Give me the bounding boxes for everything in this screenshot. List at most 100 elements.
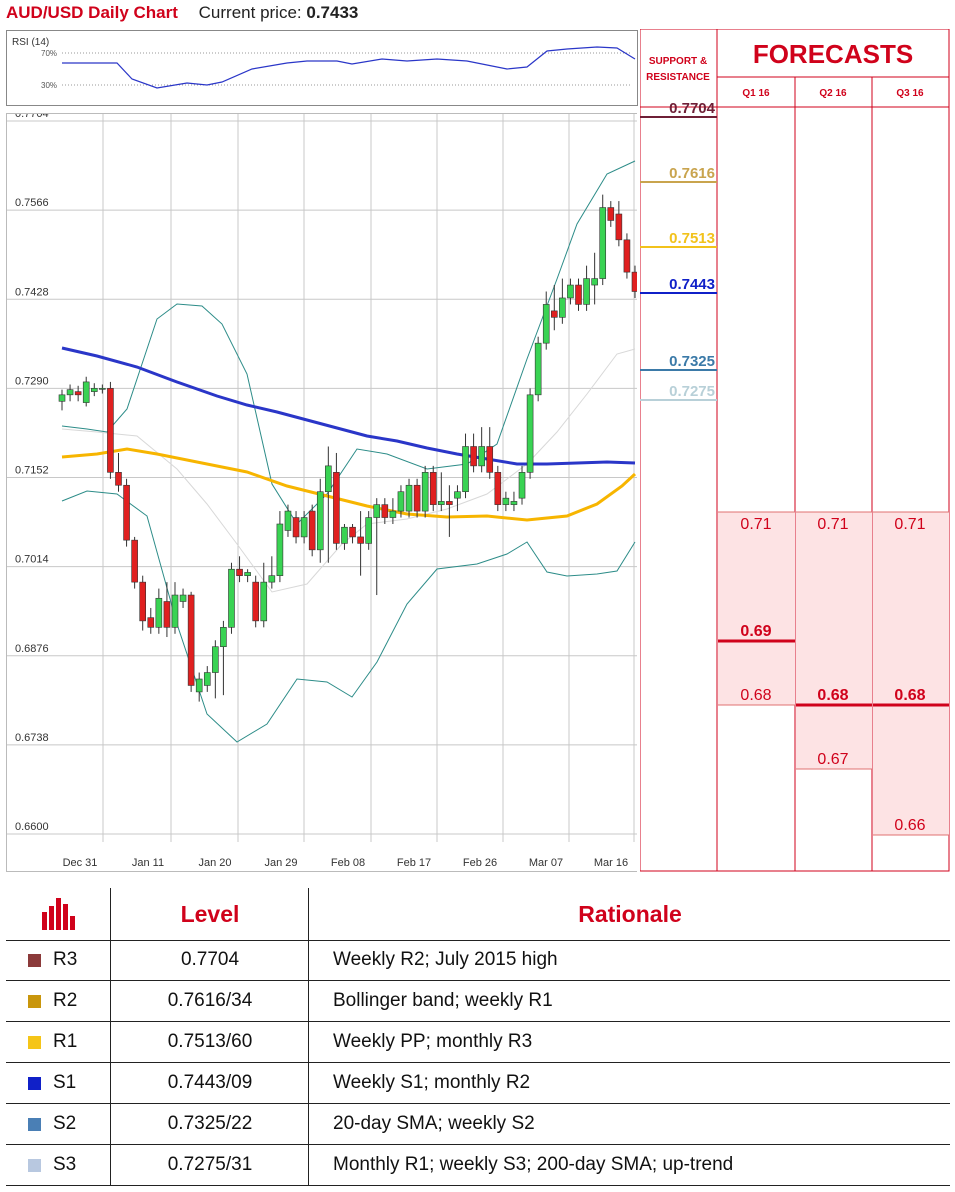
price-value: 0.7433	[306, 3, 359, 22]
level-rationale: Weekly S1; monthly R2	[308, 1063, 951, 1103]
candle-body	[357, 536, 364, 544]
candle-body	[252, 581, 259, 622]
candle-body	[316, 491, 324, 551]
main-chart: 0.7704 0.7566 0.7428 0.7290 0.7152 0.7014 0.68…	[6, 108, 639, 872]
bollinger-lower-line	[61, 490, 636, 743]
level-label: S1	[53, 1072, 77, 1093]
candle-body	[74, 391, 82, 396]
candle-body	[389, 510, 397, 518]
candle-body	[155, 597, 163, 628]
candle-body	[502, 497, 510, 505]
candle-body	[494, 472, 502, 505]
candle-body	[421, 472, 429, 512]
level-label: S2	[53, 1113, 77, 1134]
candle-body	[438, 501, 445, 505]
level-swatch	[28, 1076, 41, 1090]
candle-body	[276, 523, 284, 576]
candle-body	[599, 207, 607, 279]
sr-title-1: SUPPORT &	[649, 56, 707, 67]
candle-body	[365, 517, 372, 544]
candle-body	[518, 472, 526, 499]
level-header: Level	[110, 888, 309, 940]
quarter-q3: Q3 16	[896, 88, 924, 99]
x-tick-label: Dec 31	[63, 857, 98, 869]
candle-body	[308, 510, 316, 551]
candle-body	[147, 617, 155, 628]
q2-forecast-range	[796, 512, 872, 769]
candle-body	[325, 465, 332, 493]
level-value: 0.7443/09	[110, 1063, 309, 1103]
table-row: S2 0.7325/22 20-day SMA; weekly S2	[6, 1104, 950, 1145]
candle-body	[349, 526, 356, 538]
candle-body	[236, 568, 243, 576]
sr-levels: 0.7704 0.7616 0.7513 0.7443 0.7325 0.7275	[640, 100, 717, 401]
level-label-cell: S3	[28, 1145, 110, 1185]
grid	[7, 114, 637, 842]
candle-body	[268, 575, 276, 583]
candle-body	[575, 284, 582, 305]
level-rationale: Bollinger band; weekly R1	[308, 981, 951, 1021]
y-tick-label: 0.7014	[15, 554, 49, 566]
rationale-header: Rationale	[308, 888, 951, 940]
candle-body	[228, 568, 235, 628]
candle-body	[373, 504, 381, 518]
level-value: 0.7513/60	[110, 1022, 309, 1062]
sma-50-line	[61, 447, 637, 522]
y-tick-label: 0.6600	[15, 821, 49, 833]
candle-body	[123, 484, 130, 541]
candle-body	[470, 446, 477, 467]
x-tick-label: Feb 17	[397, 857, 431, 869]
q1-high: 0.71	[740, 516, 771, 533]
x-axis: Dec 31 Jan 11 Jan 20 Jan 29 Feb 08 Feb 17 Feb …	[63, 857, 629, 869]
y-tick-label: 0.7566	[15, 197, 49, 209]
candle-body	[195, 678, 203, 693]
y-tick-label: 0.6876	[15, 643, 49, 655]
level-label: R3	[53, 949, 78, 970]
y-axis: 0.7704 0.7566 0.7428 0.7290 0.7152 0.7014 0.68…	[15, 108, 49, 833]
candlesticks	[58, 194, 639, 702]
table-row: R1 0.7513/60 Weekly PP; monthly R3	[6, 1022, 950, 1063]
level-label: S3	[53, 1154, 77, 1175]
candle-body	[631, 271, 639, 292]
sr-level-value: 0.7513	[669, 230, 715, 247]
x-tick-label: Feb 08	[331, 857, 365, 869]
q3-forecast-range	[873, 512, 949, 835]
candle-body	[284, 510, 292, 531]
candle-body	[139, 581, 147, 622]
candle-body	[397, 491, 405, 512]
candle-body	[107, 388, 114, 473]
forecast-panel: SUPPORT & RESISTANCE 0.7704 0.7616 0.7513 0…	[639, 28, 950, 872]
candle-body	[333, 472, 340, 544]
candle-body	[90, 388, 98, 392]
candle-body	[478, 446, 485, 467]
candle-body	[607, 207, 615, 221]
forecasts-title: FORECASTS	[753, 39, 913, 69]
candle-body	[462, 446, 469, 493]
q2-high: 0.71	[817, 516, 848, 533]
bar-chart-icon	[6, 888, 110, 940]
candle-body	[212, 646, 219, 673]
bollinger-mid-line	[61, 348, 636, 593]
level-swatch	[28, 1158, 41, 1172]
candle-body	[405, 484, 413, 512]
sma-200-line	[61, 346, 636, 466]
y-tick-label: 0.7428	[15, 286, 49, 298]
rsi-level-30: 30%	[41, 81, 57, 90]
table-header-row: Level Rationale	[6, 888, 950, 941]
forecast-svg: SUPPORT & RESISTANCE 0.77040.76160.75130…	[639, 28, 950, 872]
candle-body	[486, 446, 494, 473]
candle-body	[220, 627, 227, 648]
q3-mid: 0.68	[894, 687, 925, 704]
candle-body	[341, 526, 348, 544]
q2-low: 0.67	[817, 751, 848, 768]
sr-level-value: 0.7325	[669, 353, 715, 370]
price-label: Current price:	[198, 3, 302, 22]
chart-title-bar: AUD/USD Daily Chart Current price: 0.743…	[6, 3, 358, 27]
table-row: S3 0.7275/31 Monthly R1; weekly S3; 200-da…	[6, 1145, 950, 1186]
level-swatch	[28, 1117, 41, 1131]
level-rationale: Monthly R1; weekly S3; 200-day SMA; up-t…	[308, 1145, 951, 1185]
level-label-cell: S2	[28, 1104, 110, 1144]
level-swatch	[28, 1035, 41, 1049]
x-tick-label: Jan 29	[264, 857, 297, 869]
level-label-cell: R1	[28, 1022, 110, 1062]
